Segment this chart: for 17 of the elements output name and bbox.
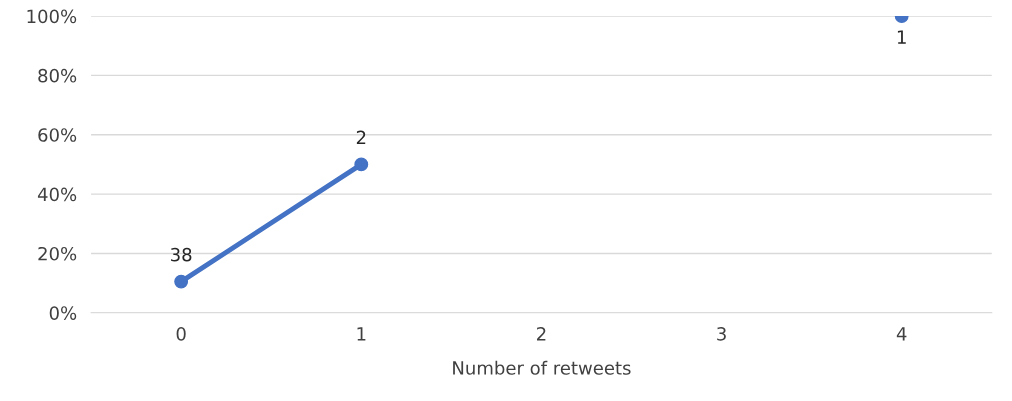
x-tick-label: 2 — [537, 326, 546, 341]
y-tick-label: 0% — [49, 306, 77, 320]
y-tick-label: 60% — [38, 128, 77, 142]
annotation: 2 — [356, 130, 366, 144]
x-tick-label: 3 — [717, 326, 726, 341]
annotation: 1 — [897, 30, 906, 44]
x-axis-title: Number of retweets — [453, 360, 631, 375]
annotation: 38 — [171, 247, 192, 262]
x-tick-label: 1 — [357, 327, 366, 341]
y-tick-label: 20% — [38, 246, 77, 261]
y-tick-label: 100% — [27, 9, 77, 24]
point — [174, 274, 189, 289]
x-tick-label: 0 — [176, 326, 186, 341]
x-tick-label: 4 — [896, 327, 907, 341]
y-tick-label: 80% — [38, 68, 77, 83]
y-tick-label: 40% — [37, 187, 77, 202]
point — [354, 157, 369, 172]
